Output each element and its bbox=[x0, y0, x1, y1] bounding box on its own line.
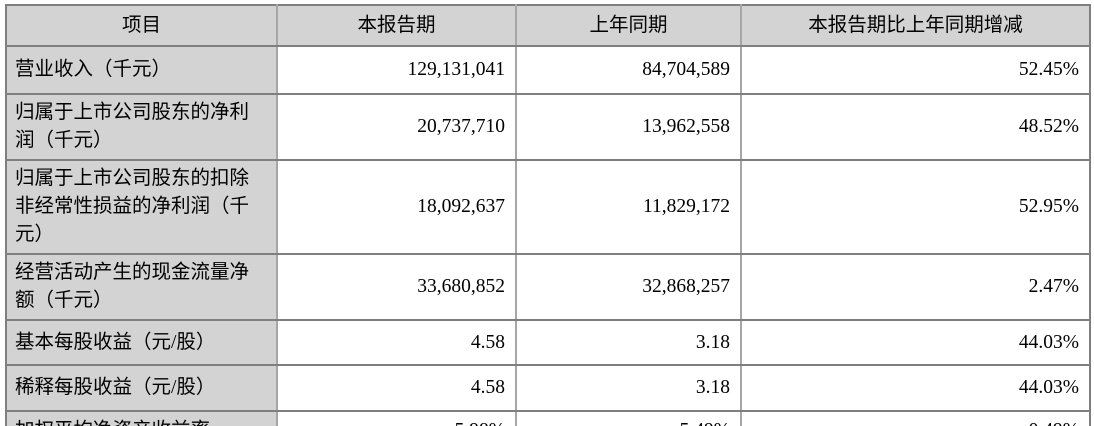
header-row: 项目 本报告期 上年同期 本报告期比上年同期增减 bbox=[5, 4, 1091, 47]
current-period-cell: 4.58 bbox=[276, 319, 517, 366]
item-cell: 加权平均净资产收益率 bbox=[5, 410, 278, 426]
prior-period-cell: 3.18 bbox=[515, 319, 742, 366]
prior-period-cell: 32,868,257 bbox=[515, 253, 742, 321]
current-period-cell: 129,131,041 bbox=[276, 45, 517, 95]
prior-period-cell: 11,829,172 bbox=[515, 159, 742, 255]
item-cell: 营业收入（千元） bbox=[5, 45, 278, 95]
change-cell: 48.52% bbox=[740, 93, 1091, 161]
current-period-cell: 5.98% bbox=[276, 410, 517, 426]
prior-period-cell: 3.18 bbox=[515, 364, 742, 412]
table-row-net-profit: 归属于上市公司股东的净利润（千元） 20,737,710 13,962,558 … bbox=[5, 93, 1091, 161]
change-cell: 2.47% bbox=[740, 253, 1091, 321]
change-cell: 44.03% bbox=[740, 319, 1091, 366]
current-period-cell: 33,680,852 bbox=[276, 253, 517, 321]
header-change: 本报告期比上年同期增减 bbox=[740, 4, 1091, 47]
table-row-operating-cash-flow: 经营活动产生的现金流量净额（千元） 33,680,852 32,868,257 … bbox=[5, 253, 1091, 321]
table-row-net-profit-excl-nonrecurring: 归属于上市公司股东的扣除非经常性损益的净利润（千元） 18,092,637 11… bbox=[5, 159, 1091, 255]
table-row-diluted-eps: 稀释每股收益（元/股） 4.58 3.18 44.03% bbox=[5, 364, 1091, 412]
prior-period-cell: 84,704,589 bbox=[515, 45, 742, 95]
item-cell: 归属于上市公司股东的扣除非经常性损益的净利润（千元） bbox=[5, 159, 278, 255]
header-current-period: 本报告期 bbox=[276, 4, 517, 47]
header-item: 项目 bbox=[5, 4, 278, 47]
change-cell: 44.03% bbox=[740, 364, 1091, 412]
current-period-cell: 18,092,637 bbox=[276, 159, 517, 255]
table-row-basic-eps: 基本每股收益（元/股） 4.58 3.18 44.03% bbox=[5, 319, 1091, 366]
financial-summary-table: 项目 本报告期 上年同期 本报告期比上年同期增减 营业收入（千元） 129,13… bbox=[5, 4, 1091, 426]
change-cell: 52.45% bbox=[740, 45, 1091, 95]
change-cell: 0.49% bbox=[740, 410, 1091, 426]
prior-period-cell: 5.49% bbox=[515, 410, 742, 426]
table-row-weighted-avg-roe: 加权平均净资产收益率 5.98% 5.49% 0.49% bbox=[5, 410, 1091, 426]
item-cell: 稀释每股收益（元/股） bbox=[5, 364, 278, 412]
header-prior-period: 上年同期 bbox=[515, 4, 742, 47]
current-period-cell: 20,737,710 bbox=[276, 93, 517, 161]
prior-period-cell: 13,962,558 bbox=[515, 93, 742, 161]
current-period-cell: 4.58 bbox=[276, 364, 517, 412]
item-cell: 基本每股收益（元/股） bbox=[5, 319, 278, 366]
item-cell: 归属于上市公司股东的净利润（千元） bbox=[5, 93, 278, 161]
item-cell: 经营活动产生的现金流量净额（千元） bbox=[5, 253, 278, 321]
table-row-operating-revenue: 营业收入（千元） 129,131,041 84,704,589 52.45% bbox=[5, 45, 1091, 95]
change-cell: 52.95% bbox=[740, 159, 1091, 255]
